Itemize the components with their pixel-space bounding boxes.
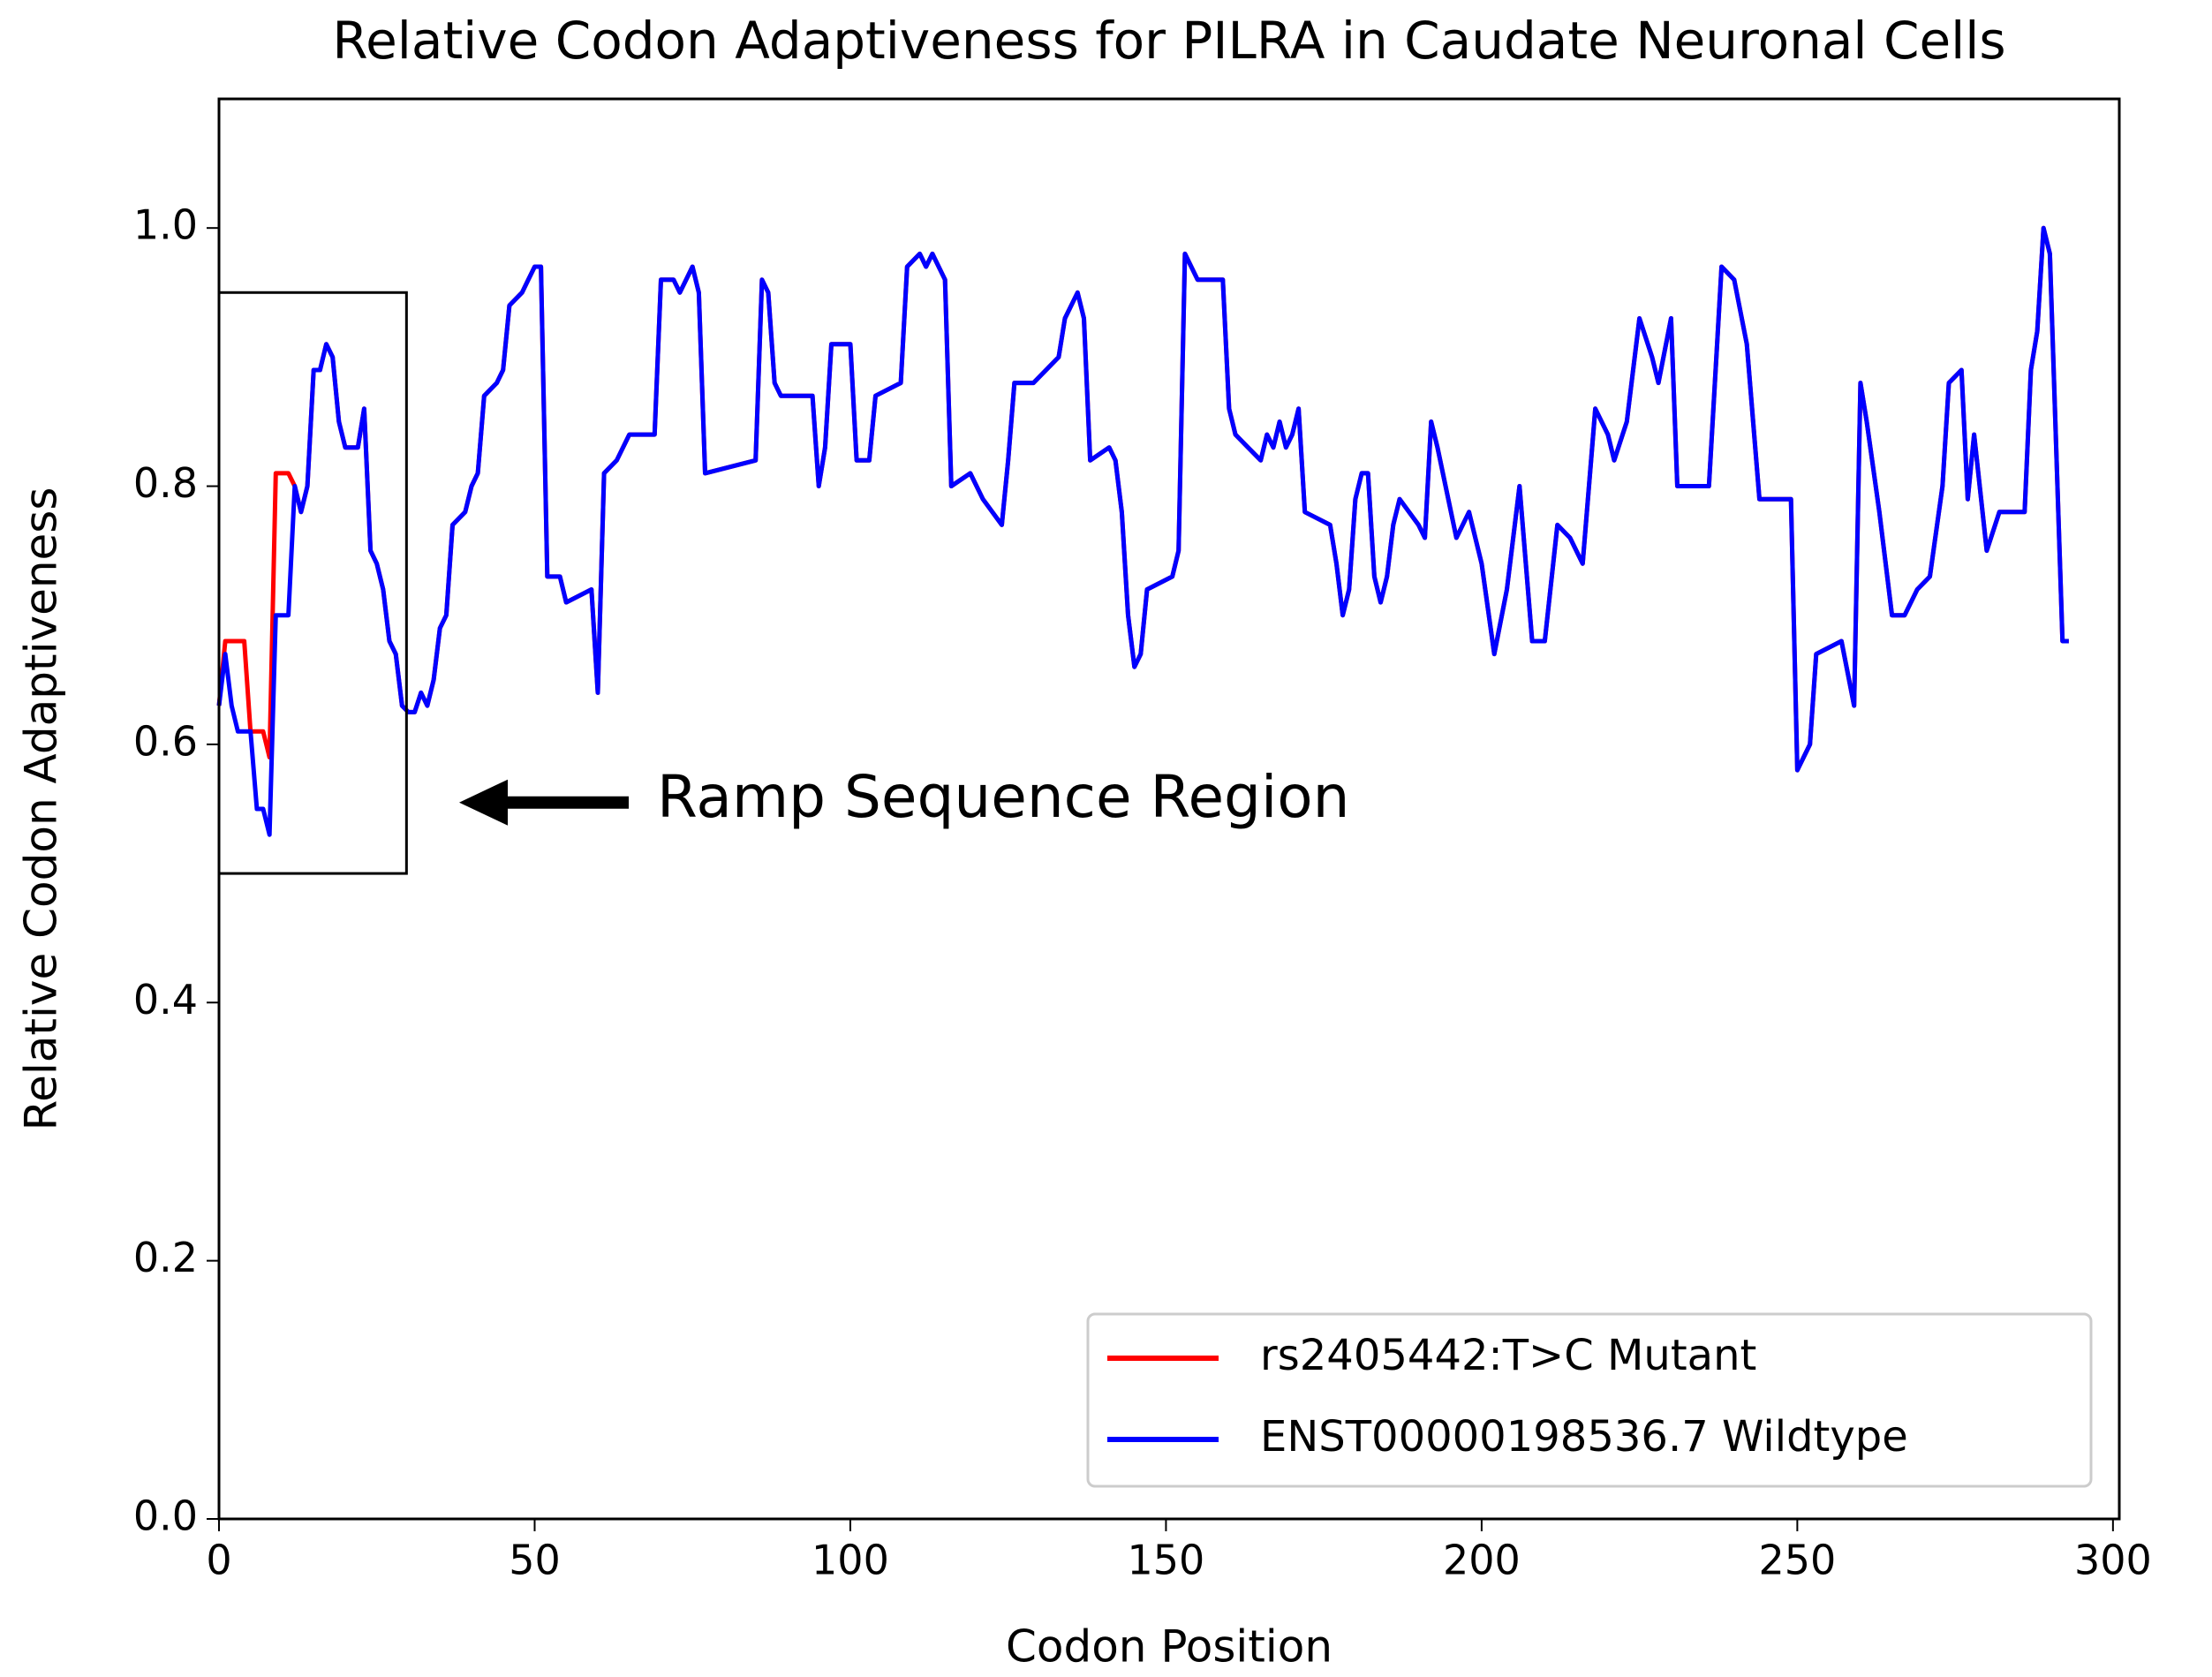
- y-tick-label: 0.2: [133, 1234, 198, 1281]
- x-tick-label: 250: [1758, 1537, 1836, 1584]
- x-tick-label: 50: [509, 1537, 561, 1584]
- legend-label: ENST00000198536.7 Wildtype: [1260, 1412, 1908, 1462]
- chart-title: Relative Codon Adaptiveness for PILRA in…: [332, 11, 2005, 71]
- data-line: [216, 225, 2069, 837]
- legend-box: [1086, 1312, 2093, 1488]
- x-tick-label: 0: [206, 1537, 231, 1584]
- y-tick-label: 0.4: [133, 976, 198, 1024]
- legend: rs2405442:T>C Mutant ENST00000198536.7 Wi…: [1086, 1312, 2093, 1488]
- x-tick-label: 100: [812, 1537, 889, 1584]
- y-tick-label: 0.8: [133, 459, 198, 507]
- y-tick-label: 0.0: [133, 1492, 198, 1540]
- y-tick-label: 0.6: [133, 717, 198, 765]
- arrow-head: [459, 779, 508, 826]
- x-axis-label: Codon Position: [1006, 1621, 1332, 1673]
- plot-frame: [217, 97, 2121, 1521]
- x-tick-label: 200: [1443, 1537, 1521, 1584]
- y-tick-label: 1.0: [133, 201, 198, 249]
- annotation: Ramp Sequence Region: [657, 763, 1350, 831]
- x-tick-label: 150: [1128, 1537, 1205, 1584]
- x-tick-label: 300: [2074, 1537, 2152, 1584]
- y-axis-label: Relative Codon Adaptiveness: [16, 487, 67, 1131]
- legend-label: rs2405442:T>C Mutant: [1260, 1331, 1756, 1380]
